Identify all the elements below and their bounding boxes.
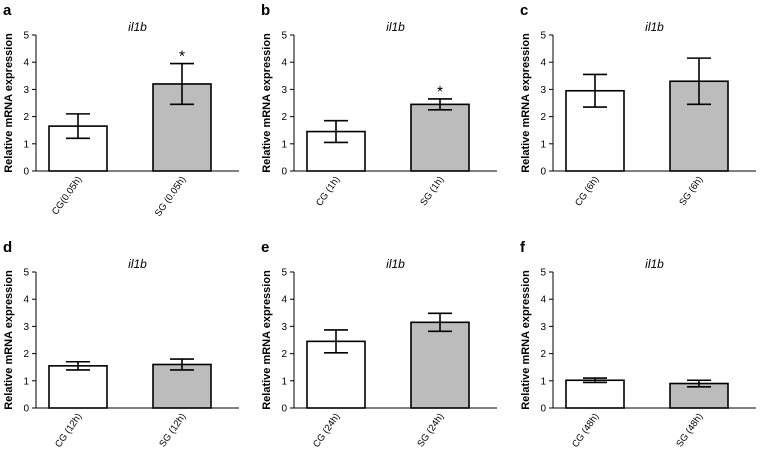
chart-title: il1b [128, 257, 147, 271]
y-axis-label: Relative mRNA expression [261, 270, 273, 410]
y-tick-label: 3 [23, 322, 29, 333]
bar-control [306, 130, 366, 172]
y-tick-label: 0 [23, 167, 29, 178]
y-tick-label: 1 [23, 376, 29, 387]
panel-letter: b [261, 2, 270, 19]
panel-e: e il1b Relative mRNA expression 0 1 2 3 4 5 CG (2… [261, 239, 497, 450]
panel-a: a il1b Relative mRNA expression 0 1 2 3 4 5 CG(0.… [3, 2, 239, 219]
y-tick-label: 0 [281, 167, 287, 178]
y-tick-label: 2 [540, 349, 546, 360]
category-label: SG (24h) [415, 411, 446, 449]
category-label: SG (12h) [157, 411, 188, 449]
category-label: CG (6h) [573, 174, 601, 208]
y-tick-label: 5 [281, 268, 287, 279]
y-tick-label: 4 [23, 295, 29, 306]
y-tick-label: 4 [281, 58, 287, 69]
bar-treated [410, 103, 470, 172]
y-tick-label: 4 [540, 295, 546, 306]
y-tick-label: 4 [23, 58, 29, 69]
significance-marker: * [179, 49, 185, 66]
chart-title: il1b [386, 20, 405, 34]
panel-d: d il1b Relative mRNA expression 0 1 2 3 4 5 CG (1… [3, 239, 239, 450]
y-tick-label: 5 [540, 31, 546, 42]
category-label: CG (24h) [311, 411, 342, 449]
panel-letter: d [3, 239, 12, 256]
panel-letter: a [3, 2, 12, 19]
y-tick-label: 2 [23, 349, 29, 360]
y-axis-label: Relative mRNA expression [520, 33, 532, 173]
category-label: SG (6h) [677, 174, 705, 208]
y-tick-label: 0 [540, 167, 546, 178]
category-label: SG (0.05h) [153, 174, 189, 218]
category-label: CG (12h) [53, 411, 84, 449]
panel-f: f il1b Relative mRNA expression 0 1 2 3 4 5 CG (4… [520, 239, 756, 450]
y-tick-label: 1 [281, 376, 287, 387]
panel-letter: e [261, 239, 269, 256]
bar-control [565, 379, 625, 409]
bar-treated [410, 321, 470, 409]
chart-title: il1b [645, 257, 664, 271]
y-tick-label: 2 [281, 349, 287, 360]
chart-title: il1b [645, 20, 664, 34]
panel-letter: f [520, 239, 526, 256]
y-tick-label: 5 [540, 268, 546, 279]
y-tick-label: 3 [23, 85, 29, 96]
y-tick-label: 2 [281, 112, 287, 123]
y-tick-label: 5 [281, 31, 287, 42]
y-tick-label: 4 [281, 295, 287, 306]
panel-c: c il1b Relative mRNA expression 0 1 2 3 4 5 CG (6… [520, 2, 756, 208]
y-tick-label: 5 [23, 31, 29, 42]
chart-title: il1b [128, 20, 147, 34]
y-tick-label: 3 [281, 85, 287, 96]
y-axis-label: Relative mRNA expression [261, 33, 273, 173]
bar-control [48, 365, 108, 409]
y-tick-label: 0 [540, 404, 546, 415]
category-label: CG (1h) [314, 174, 342, 208]
significance-marker: * [437, 84, 443, 101]
y-tick-label: 4 [540, 58, 546, 69]
y-axis-label: Relative mRNA expression [520, 270, 532, 410]
panel-letter: c [520, 2, 528, 19]
category-label: CG(0.05h) [50, 174, 84, 217]
y-tick-label: 0 [281, 404, 287, 415]
y-tick-label: 3 [281, 322, 287, 333]
y-tick-label: 2 [23, 112, 29, 123]
y-axis-label: Relative mRNA expression [3, 270, 15, 410]
y-tick-label: 0 [23, 404, 29, 415]
category-label: SG (1h) [418, 174, 446, 208]
bar-treated [152, 363, 212, 409]
y-tick-label: 3 [540, 322, 546, 333]
y-tick-label: 1 [281, 139, 287, 150]
chart-title: il1b [386, 257, 405, 271]
panel-b: b il1b Relative mRNA expression 0 1 2 3 4 5 CG (1… [261, 2, 497, 208]
category-label: CG (48h) [570, 411, 601, 449]
bar-control [565, 89, 625, 172]
y-tick-label: 2 [540, 112, 546, 123]
y-tick-label: 1 [540, 376, 546, 387]
y-tick-label: 3 [540, 85, 546, 96]
y-tick-label: 1 [23, 139, 29, 150]
y-axis-label: Relative mRNA expression [3, 33, 15, 173]
y-tick-label: 1 [540, 139, 546, 150]
y-tick-label: 5 [23, 268, 29, 279]
category-label: SG (48h) [674, 411, 705, 449]
